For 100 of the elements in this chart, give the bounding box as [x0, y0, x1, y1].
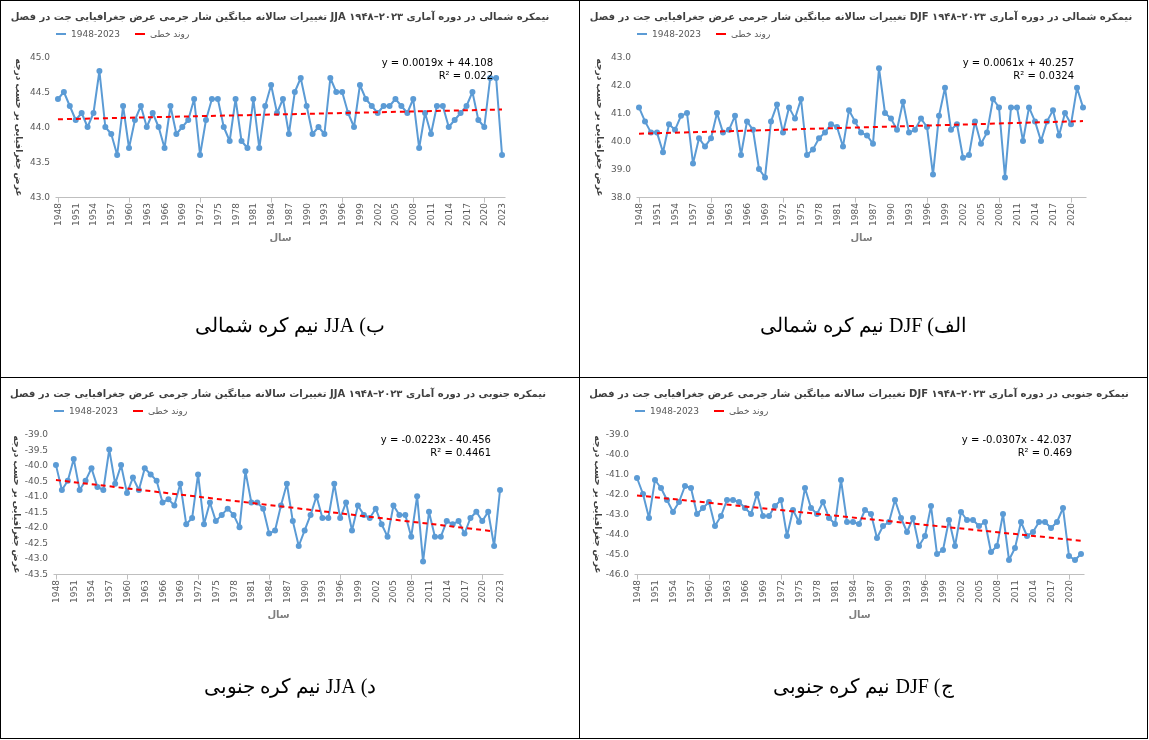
y-tick-label: 44.0 — [29, 122, 51, 132]
legend-label: روند خطی — [150, 29, 190, 39]
annotation: R² = 0.022 — [438, 70, 493, 81]
x-tick-label: 1975 — [212, 203, 223, 226]
x-tick-label: 2002 — [958, 203, 968, 226]
y-tick-label: -41.5 — [24, 506, 48, 517]
annotation: R² = 0.4461 — [430, 447, 491, 458]
y-tick-label: -45.0 — [605, 549, 630, 559]
y-tick-label: 44.5 — [29, 87, 50, 97]
y-axis-title: عرض جغرافیایی بر حسب درجه — [10, 435, 22, 574]
x-tick-label: 1981 — [830, 580, 840, 603]
y-tick-label: -40.5 — [24, 475, 48, 486]
x-tick-label: 1990 — [301, 202, 312, 226]
x-tick-label: 2020 — [1064, 579, 1074, 603]
annotation: R² = 0.0324 — [1013, 70, 1074, 81]
chart-title: تغییرات سالانه میانگین شار جرمی عرض جغرافیایی جت در فصل DJF نیمکره شمالی در دوره آماری ۲۰۲۳–۱۹۴۸ — [589, 10, 1133, 23]
x-tick-label: 1972 — [778, 203, 788, 226]
x-tick-label: 1984 — [264, 579, 275, 603]
x-tick-label: 1963 — [722, 580, 732, 603]
x-tick-label: 1999 — [352, 579, 363, 603]
annotation: y = -0.0223x - 40.456 — [380, 434, 491, 445]
y-tick-label: -42.0 — [605, 489, 630, 499]
y-tick-label: 41.0 — [610, 108, 632, 118]
x-tick-label: 2020 — [477, 579, 488, 603]
x-tick-label: 1948 — [632, 579, 642, 603]
x-tick-label: 1996 — [922, 202, 932, 226]
y-tick-label: -44.0 — [605, 529, 630, 539]
x-tick-label: 1993 — [902, 580, 912, 603]
x-tick-label: 2017 — [459, 580, 470, 603]
legend-label: 1948-2023 — [69, 406, 119, 416]
x-tick-label: 1984 — [850, 202, 860, 226]
x-tick-label: 1966 — [740, 579, 750, 603]
x-tick-label: 2002 — [372, 203, 383, 226]
x-tick-label: 1960 — [124, 202, 135, 226]
annotation: y = -0.0307x - 42.037 — [961, 434, 1072, 445]
chart-title: تغییرات سالانه میانگین شار جرمی عرض جغرافیایی جت در فصل JJA نیمکره جنوبی در دوره آماری ۲۰۲۳–۱۹۴۸ — [10, 387, 546, 400]
legend-label: 1948-2023 — [650, 406, 700, 416]
y-tick-label: 45.0 — [29, 52, 51, 62]
x-tick-label: 2014 — [1030, 202, 1040, 226]
x-tick-label: 1963 — [141, 203, 152, 226]
x-tick-label: 2017 — [1048, 203, 1058, 226]
x-tick-label: 1957 — [104, 580, 115, 603]
x-tick-label: 2008 — [992, 579, 1002, 603]
annotation: y = 0.0019x + 44.108 — [381, 57, 493, 68]
legend-label: 1948-2023 — [71, 29, 121, 39]
x-tick-label: 1981 — [246, 580, 257, 603]
annotation: y = 0.0061x + 40.257 — [962, 57, 1074, 68]
y-axis-title: عرض جغرافیایی بر حسب درجه — [591, 435, 603, 574]
x-tick-label: 2008 — [994, 202, 1004, 226]
x-tick-label: 1984 — [266, 202, 277, 226]
x-tick-label: 1948 — [52, 202, 63, 226]
x-tick-label: 2008 — [406, 579, 417, 603]
x-tick-label: 1972 — [776, 580, 786, 603]
chart-title: تغییرات سالانه میانگین شار جرمی عرض جغرافیایی جت در فصل DJF نیمکره جنوبی در دوره آماری ۲۰۲۳–۱۹۴۸ — [589, 387, 1129, 400]
x-tick-label: 1957 — [688, 203, 698, 226]
x-tick-label: 1969 — [758, 579, 768, 603]
y-tick-label: 40.0 — [610, 136, 632, 146]
x-tick-label: 2002 — [956, 580, 966, 603]
x-tick-label: 2011 — [1012, 203, 1022, 226]
x-tick-label: 1999 — [354, 202, 365, 226]
y-tick-label: -40.0 — [24, 460, 49, 471]
x-tick-label: 1954 — [88, 202, 99, 226]
y-tick-label: -39.5 — [24, 444, 48, 455]
y-tick-label: 43.0 — [610, 52, 632, 62]
x-tick-label: 2017 — [1046, 580, 1056, 603]
x-tick-label: 1996 — [920, 579, 930, 603]
x-tick-label: 1963 — [139, 580, 150, 603]
x-tick-label: 2014 — [441, 579, 452, 603]
x-tick-label: 1993 — [317, 580, 328, 603]
x-tick-label: 2011 — [423, 580, 434, 603]
y-tick-label: -42.5 — [24, 537, 48, 548]
y-tick-label: 43.5 — [29, 157, 50, 167]
x-tick-label: 1957 — [106, 203, 117, 226]
x-axis-title: سال — [850, 232, 873, 243]
x-tick-label: 1990 — [886, 202, 896, 226]
x-tick-label: 1990 — [299, 579, 310, 603]
x-tick-label: 1987 — [281, 580, 292, 603]
x-tick-label: 2020 — [1066, 202, 1076, 226]
x-tick-label: 2020 — [479, 202, 490, 226]
text: الف) DJF نیم کره شمالی — [759, 313, 968, 337]
y-tick-label: -42.0 — [24, 522, 49, 533]
y-tick-label: 42.0 — [610, 80, 632, 90]
y-tick-label: -43.0 — [605, 509, 630, 519]
x-tick-label: 1966 — [742, 202, 752, 226]
chart-title: تغییرات سالانه میانگین شار جرمی عرض جغرافیایی جت در فصل JJA نیمکره شمالی در دوره آماری ۲۰۲۳–۱۹۴۸ — [10, 10, 550, 23]
x-tick-label: 1975 — [210, 580, 221, 603]
y-tick-label: 38.0 — [610, 192, 632, 202]
y-tick-label: -39.0 — [605, 429, 630, 439]
y-tick-label: -41.0 — [24, 491, 49, 502]
x-tick-label: 2023 — [495, 580, 506, 603]
x-tick-label: 1987 — [868, 203, 878, 226]
x-tick-label: 1951 — [652, 203, 662, 226]
annotation: R² = 0.469 — [1017, 447, 1072, 458]
x-tick-label: 1981 — [832, 203, 842, 226]
y-tick-label: 39.0 — [610, 164, 632, 174]
x-tick-label: 1948 — [50, 579, 61, 603]
x-tick-label: 1954 — [668, 579, 678, 603]
x-tick-label: 1990 — [884, 579, 894, 603]
x-tick-label: 1975 — [794, 580, 804, 603]
x-tick-label: 2014 — [443, 202, 454, 226]
